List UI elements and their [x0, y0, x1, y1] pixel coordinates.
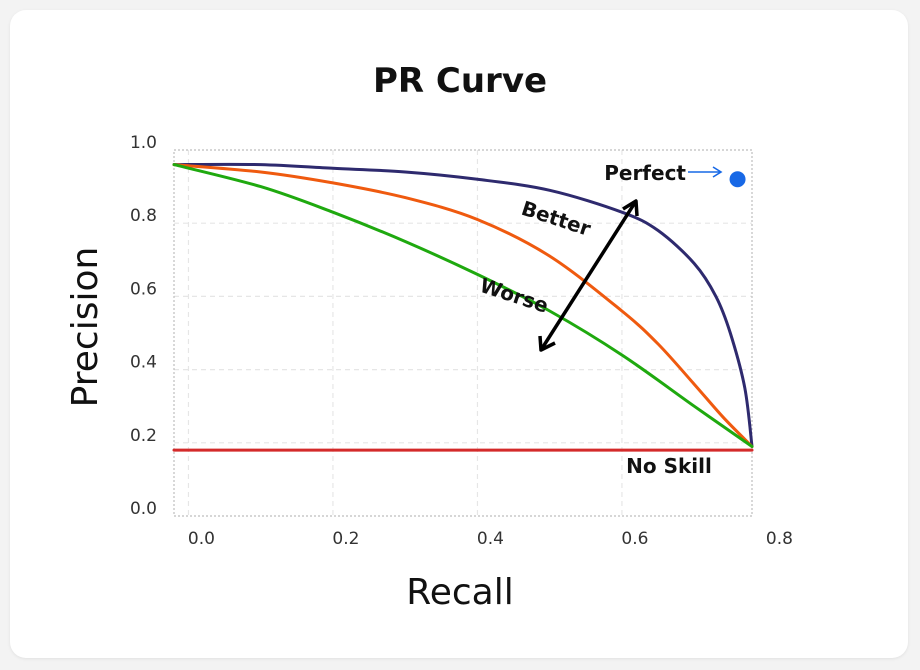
y-tick-label-3: 0.6	[130, 279, 157, 299]
plot-border	[173, 149, 753, 517]
better-worse-arrow	[538, 199, 639, 352]
y-tick-label-5: 1.0	[130, 133, 157, 153]
x-tick-label-2: 0.4	[477, 529, 504, 549]
x-tick-label-4: 0.8	[766, 529, 793, 549]
x-tick-labels: 0.0 0.2 0.4 0.6 0.8	[188, 529, 793, 549]
chart-card	[10, 10, 908, 658]
arrow-head-up	[622, 199, 639, 217]
y-tick-labels: 0.0 0.2 0.4 0.6 0.8 1.0	[130, 133, 157, 519]
arrow-shaft	[539, 200, 638, 351]
y-tick-label-2: 0.4	[130, 353, 157, 373]
x-tick-label-3: 0.6	[621, 529, 648, 549]
x-tick-label-1: 0.2	[332, 529, 359, 549]
perfect-label: Perfect	[604, 161, 686, 185]
worse-label: Worse	[477, 273, 551, 318]
y-tick-label-0: 0.0	[130, 499, 157, 519]
series-line-1	[172, 163, 754, 448]
perfect-arrow	[688, 166, 723, 178]
y-axis-title: Precision	[65, 247, 106, 408]
arrow-head-down	[538, 335, 556, 352]
x-tick-label-0: 0.0	[188, 529, 215, 549]
series-line-2	[172, 163, 754, 448]
x-axis-title: Recall	[406, 572, 513, 613]
perfect-point	[729, 171, 746, 188]
better-label: Better	[519, 196, 594, 241]
grid	[174, 150, 752, 516]
series-line-0	[172, 162, 754, 448]
y-tick-label-4: 0.8	[130, 206, 157, 226]
no-skill-label: No Skill	[626, 454, 712, 478]
plot-frame	[173, 149, 753, 517]
y-tick-label-1: 0.2	[130, 426, 157, 446]
series-lines	[172, 162, 754, 452]
chart-title: PR Curve	[373, 61, 547, 101]
perfect-arrow-head	[712, 166, 723, 178]
